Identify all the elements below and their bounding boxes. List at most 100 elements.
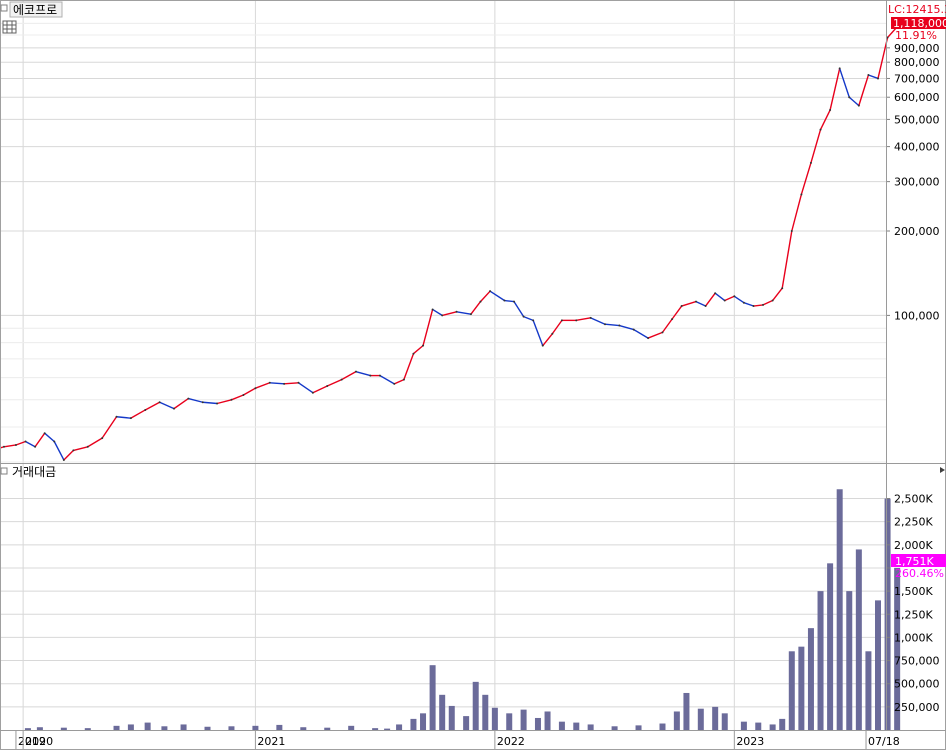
- volume-y-tick-label: 2,500K: [894, 493, 933, 506]
- symbol-box[interactable]: [9, 1, 63, 18]
- price-segment: [705, 292, 716, 307]
- price-panel-collapse-icon[interactable]: [0, 4, 8, 12]
- volume-bar: [252, 725, 259, 730]
- price-segment: [130, 409, 146, 419]
- price-grid: [0, 0, 886, 463]
- price-point: [714, 292, 717, 295]
- volume-y-tick-label: 2,000K: [894, 539, 933, 552]
- price-segment: [326, 379, 342, 387]
- price-segment: [101, 416, 118, 439]
- volume-pct: 260.46%: [895, 567, 944, 580]
- price-segment: [743, 302, 754, 307]
- volume-bar: [740, 721, 747, 730]
- price-point: [402, 378, 405, 381]
- price-point: [522, 315, 525, 318]
- volume-bar: [817, 591, 824, 730]
- price-segment: [695, 300, 706, 307]
- price-segment: [73, 446, 88, 452]
- price-segment: [714, 292, 726, 302]
- price-point: [618, 324, 621, 327]
- volume-bar: [410, 718, 417, 730]
- price-segment: [243, 387, 256, 396]
- price-point: [172, 407, 175, 410]
- volume-y-tick-label: 1,500K: [894, 585, 933, 598]
- price-point: [369, 374, 372, 377]
- price-segment: [724, 295, 735, 302]
- price-segment: [284, 382, 299, 385]
- price-point: [393, 382, 396, 385]
- price-series: [0, 20, 903, 461]
- volume-bar: [611, 726, 618, 730]
- price-point: [2, 445, 5, 448]
- volume-bar: [587, 724, 594, 730]
- price-segment: [341, 371, 357, 381]
- x-tick-label: 07/18: [868, 735, 900, 748]
- volume-bar: [807, 628, 814, 730]
- volume-bar: [635, 725, 642, 730]
- volume-bar: [24, 728, 31, 730]
- price-point: [800, 193, 803, 196]
- price-point: [632, 328, 635, 331]
- price-segment: [661, 318, 673, 333]
- price-tag: 1,118,000: [893, 17, 946, 30]
- price-segment: [0, 446, 5, 449]
- price-point: [489, 290, 492, 293]
- price-segment: [504, 299, 515, 303]
- price-segment: [604, 323, 620, 327]
- price-point: [455, 310, 458, 313]
- volume-tag: 1,751K: [895, 555, 934, 568]
- price-point: [671, 318, 674, 321]
- price-segment: [355, 370, 371, 377]
- price-point: [838, 67, 841, 70]
- volume-bar: [544, 711, 551, 730]
- volume-y-tick-label: 500,000: [894, 678, 940, 691]
- volume-bar: [865, 651, 872, 730]
- price-y-tick-label: 400,000: [894, 141, 940, 154]
- table-grid-icon[interactable]: [2, 20, 17, 34]
- price-point: [781, 287, 784, 290]
- price-point: [62, 458, 65, 461]
- price-point: [115, 415, 118, 418]
- price-point: [412, 352, 415, 355]
- price-y-tick-label: 600,000: [894, 91, 940, 104]
- volume-bar: [84, 728, 91, 730]
- volume-tag-bg: [891, 554, 946, 567]
- price-point: [762, 303, 765, 306]
- volume-bar: [348, 725, 355, 730]
- x-tick-label: 2020: [25, 735, 53, 748]
- price-point: [441, 314, 444, 317]
- price-segment: [159, 401, 175, 410]
- price-point: [311, 391, 314, 394]
- price-point: [829, 109, 832, 112]
- price-segment: [877, 37, 889, 79]
- volume-bar: [712, 706, 719, 730]
- price-point: [43, 432, 46, 435]
- price-segment: [53, 441, 65, 461]
- price-y-tick-label: 900,000: [894, 42, 940, 55]
- volume-bar: [846, 591, 853, 730]
- price-segment: [762, 299, 773, 306]
- price-y-tick-label: 300,000: [894, 176, 940, 189]
- price-point: [283, 382, 286, 385]
- volume-panel-menu-icon[interactable]: [940, 467, 945, 473]
- price-point: [857, 104, 860, 107]
- price-point: [479, 300, 482, 303]
- price-segment: [44, 432, 55, 443]
- volume-panel-collapse-icon[interactable]: [0, 467, 8, 475]
- price-point: [34, 445, 37, 448]
- price-point: [503, 299, 506, 302]
- price-segment: [819, 109, 831, 130]
- volume-bar: [228, 726, 235, 730]
- volume-bar: [472, 681, 479, 730]
- volume-bar: [659, 723, 666, 730]
- price-point: [575, 319, 578, 322]
- price-point: [230, 398, 233, 401]
- volume-bar: [573, 722, 580, 730]
- volume-panel-title: 거래대금: [12, 465, 56, 479]
- volume-bar: [558, 721, 565, 730]
- volume-grid: [0, 464, 886, 730]
- price-segment: [34, 432, 46, 448]
- price-y-tick-label: 200,000: [894, 225, 940, 238]
